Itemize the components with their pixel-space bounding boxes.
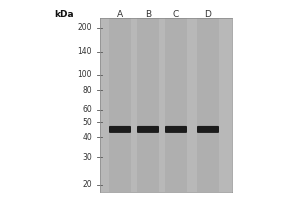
Text: 60: 60 xyxy=(82,105,92,114)
Bar xyxy=(165,18,187,192)
Text: 100: 100 xyxy=(77,70,92,79)
Text: 50: 50 xyxy=(82,118,92,127)
Bar xyxy=(100,18,232,192)
Text: 80: 80 xyxy=(82,86,92,95)
FancyBboxPatch shape xyxy=(109,126,131,133)
Text: kDa: kDa xyxy=(54,10,74,19)
Text: B: B xyxy=(145,10,151,19)
Text: 20: 20 xyxy=(82,180,92,189)
FancyBboxPatch shape xyxy=(197,126,219,133)
Text: 40: 40 xyxy=(82,133,92,142)
Bar xyxy=(109,18,131,192)
Text: D: D xyxy=(205,10,212,19)
FancyBboxPatch shape xyxy=(137,126,159,133)
Bar xyxy=(137,18,159,192)
Text: 140: 140 xyxy=(77,47,92,56)
Text: C: C xyxy=(173,10,179,19)
Bar xyxy=(197,18,219,192)
Text: A: A xyxy=(117,10,123,19)
Text: 200: 200 xyxy=(77,23,92,32)
FancyBboxPatch shape xyxy=(165,126,187,133)
Text: 30: 30 xyxy=(82,153,92,162)
